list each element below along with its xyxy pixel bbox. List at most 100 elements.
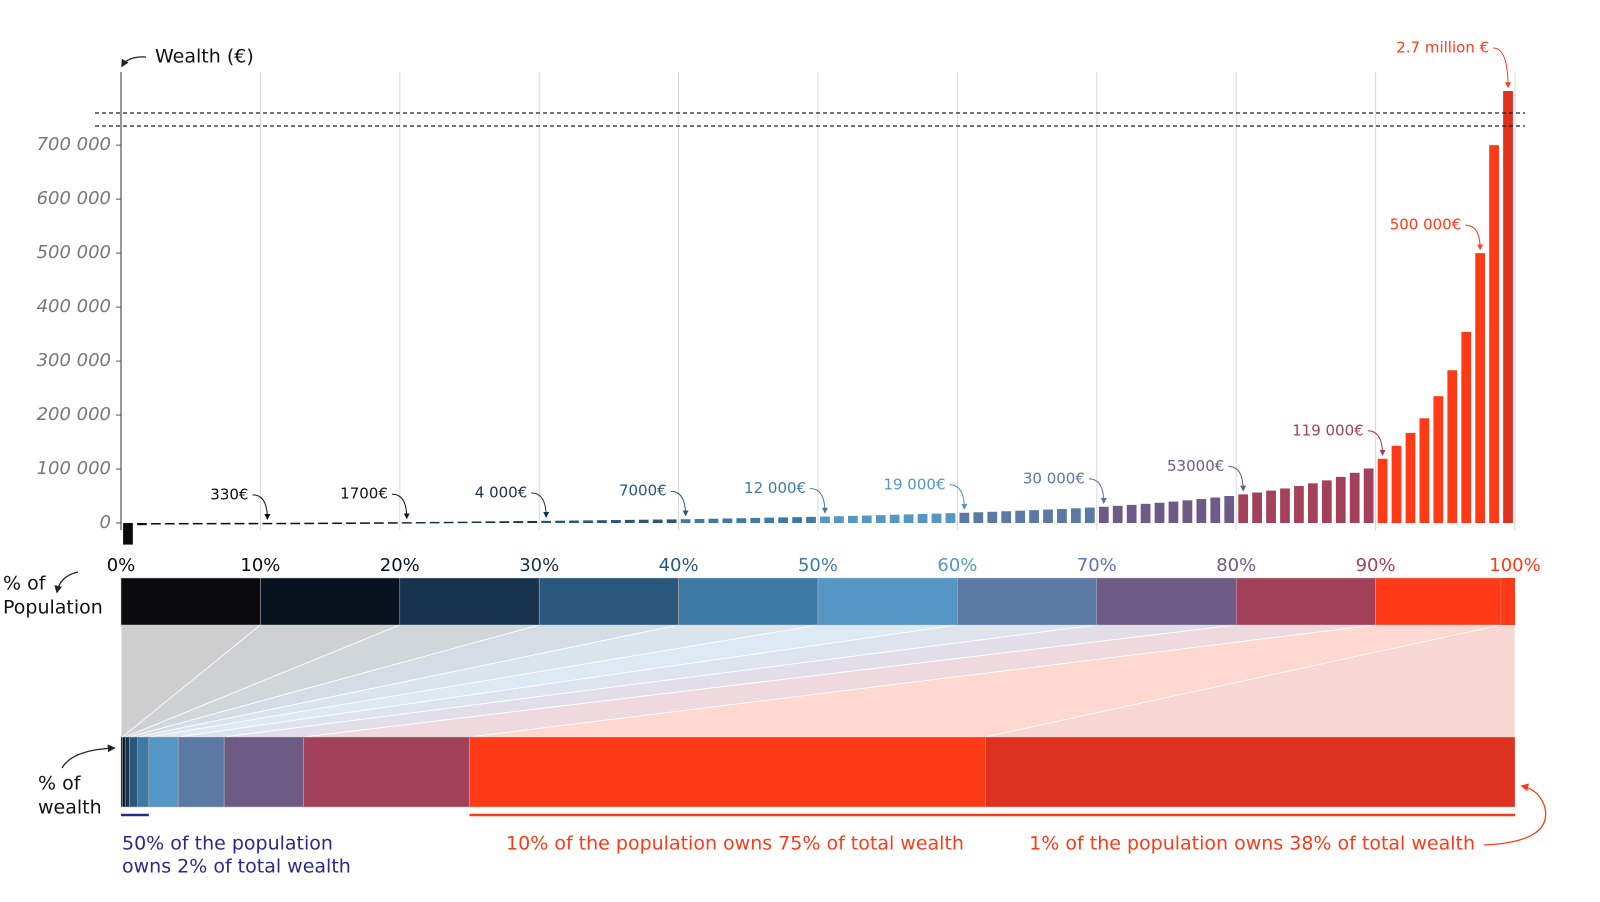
bar [541, 520, 552, 524]
value-label-arrow [1493, 47, 1512, 89]
value-label-arrow [391, 493, 410, 520]
y-tick-label: 300 000 [37, 350, 111, 371]
bar [1238, 494, 1249, 524]
y-tick-label: 600 000 [37, 188, 111, 209]
wealth-segment [122, 736, 126, 808]
bar [1126, 504, 1137, 524]
wealth-segment [469, 736, 986, 808]
bar [1252, 492, 1262, 524]
wealth-label: wealth [38, 797, 102, 819]
population-segment [957, 577, 1098, 626]
value-label: 330€ [210, 485, 248, 503]
bar [680, 519, 691, 524]
bar [1489, 145, 1499, 524]
bar [374, 522, 384, 524]
value-label: 7000€ [619, 482, 667, 500]
bar [443, 521, 454, 524]
bar [1029, 510, 1039, 524]
bar [555, 520, 565, 524]
wealth-segment [124, 736, 130, 808]
y-tick-label: 100 000 [37, 458, 111, 479]
note-text: 10% of the population owns 75% of total … [506, 833, 964, 855]
x-tick-label: 90% [1356, 555, 1396, 576]
label-arrow [61, 744, 116, 769]
bar [220, 522, 231, 525]
x-tick-label: 10% [240, 555, 280, 576]
bar [262, 522, 273, 525]
ylabel-arrow [121, 56, 147, 68]
bar [1015, 510, 1026, 524]
bar [1084, 507, 1095, 524]
bar [638, 519, 649, 524]
x-tick-label: 0% [107, 555, 136, 576]
bar [569, 520, 579, 524]
population-label: % of [3, 573, 47, 595]
bar [471, 521, 482, 524]
wealth-segment [129, 736, 138, 808]
bar [847, 515, 858, 524]
bar [1363, 468, 1374, 524]
x-tick-label: 50% [798, 555, 838, 576]
bar [597, 520, 607, 524]
note-text: 50% of the population [122, 833, 333, 855]
bar [150, 523, 161, 525]
value-label: 2.7 million € [1396, 39, 1489, 57]
population-segment [1375, 577, 1502, 626]
population-segment [1235, 577, 1376, 626]
note-text: owns 2% of total wealth [122, 856, 351, 878]
note-text: 1% of the population owns 38% of total w… [1029, 833, 1475, 855]
bar [1503, 91, 1513, 524]
bar [276, 522, 287, 525]
bar [1057, 508, 1067, 524]
bar [1321, 480, 1332, 524]
bar [332, 522, 342, 525]
bar [722, 518, 733, 524]
bar [360, 522, 370, 524]
bar [1182, 500, 1193, 524]
bar [1419, 418, 1430, 524]
bar [931, 513, 942, 524]
bar [806, 516, 816, 524]
bar [1461, 331, 1472, 524]
bar [875, 515, 886, 524]
wealth-label: % of [38, 773, 82, 795]
bar [1447, 370, 1458, 524]
note-arrow [1483, 783, 1547, 846]
wealth-segment [148, 736, 179, 808]
population-segment [1501, 578, 1515, 625]
wealth-segment [303, 736, 470, 808]
value-label-arrow [810, 488, 828, 514]
x-tick-label: 80% [1216, 555, 1256, 576]
bars: 330€ 1700€ 4 000€ 7000€ 12 000€ 19 000€ 30 000… [123, 39, 1513, 545]
bar [778, 517, 789, 524]
bar [1071, 508, 1081, 524]
bar [248, 522, 259, 525]
x-tick-label: 40% [659, 555, 699, 576]
bar [1335, 476, 1346, 524]
y-tick-label: 400 000 [37, 296, 111, 317]
bar [861, 515, 872, 524]
value-label: 53000€ [1167, 457, 1224, 475]
bar [1280, 488, 1290, 524]
bar [429, 521, 440, 524]
bar [192, 522, 203, 525]
bar [1140, 503, 1151, 524]
y-tick-label: 500 000 [37, 242, 111, 263]
bar [1377, 458, 1388, 524]
population-segment [678, 577, 819, 626]
bar [610, 520, 621, 524]
bar [1307, 483, 1318, 524]
x-tick-label: 20% [380, 555, 420, 576]
bar [1391, 445, 1402, 524]
population-segment [120, 577, 261, 626]
value-label: 500 000€ [1390, 216, 1462, 234]
population-segment [538, 577, 679, 626]
bar [1043, 509, 1053, 524]
grid: 0 100 000 200 000 300 000 400 000 500 000 600 … [37, 72, 1541, 576]
value-label-arrow [531, 492, 550, 519]
bar [1210, 497, 1221, 524]
value-label-arrow [1465, 224, 1484, 251]
bar [164, 522, 175, 525]
